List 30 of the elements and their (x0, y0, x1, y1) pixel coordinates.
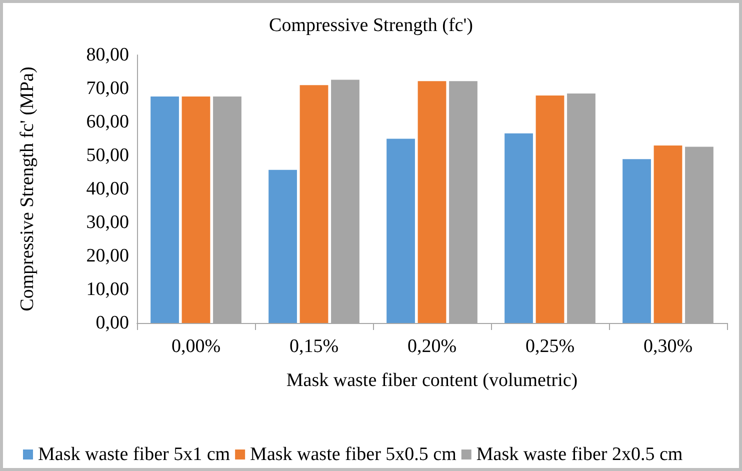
y-tick-label: 10,00 (86, 279, 129, 300)
bar (386, 138, 415, 323)
bar (536, 96, 564, 323)
x-tick-label: 0,00% (171, 336, 221, 357)
y-tick-label: 30,00 (86, 212, 129, 233)
x-tick-label: 0,25% (525, 336, 575, 357)
x-tick-label: 0,15% (289, 336, 339, 357)
bar (182, 96, 210, 323)
y-tick-label: 20,00 (86, 246, 129, 266)
x-axis-title: Mask waste fiber content (volumetric) (286, 370, 578, 391)
y-tick-label: 40,00 (86, 178, 129, 200)
bar (418, 81, 446, 323)
chart-title: Compressive Strength (fc') (269, 15, 473, 36)
x-tick-label: 0,20% (407, 336, 457, 357)
y-tick-label: 70,00 (86, 78, 129, 99)
legend-label: Mask waste fiber 2x0.5 cm (476, 444, 683, 465)
bar (150, 96, 179, 323)
y-tick-label: 0,00 (96, 312, 129, 334)
x-tick-label: 0,30% (643, 336, 693, 357)
y-tick-label: 60,00 (86, 112, 129, 132)
legend-label: Mask waste fiber 5x1 cm (38, 444, 230, 465)
bar (300, 85, 328, 323)
bar (654, 145, 682, 323)
bar (504, 133, 533, 323)
y-tick-label: 80,00 (86, 44, 129, 66)
y-tick-label: 50,00 (86, 145, 129, 166)
bar (622, 159, 651, 323)
legend-label: Mask waste fiber 5x0.5 cm (250, 444, 457, 465)
y-axis-title: Compressive Strength fc' (MPa) (17, 66, 38, 312)
bar (268, 170, 297, 323)
